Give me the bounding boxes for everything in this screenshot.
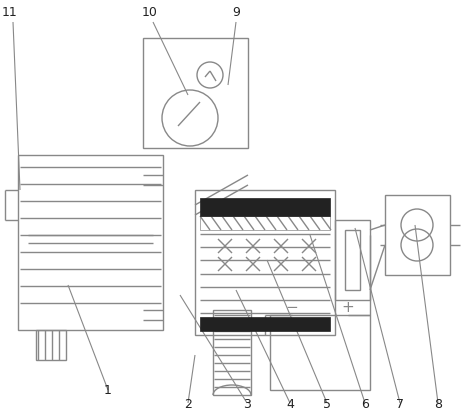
- Bar: [200, 198, 330, 216]
- Bar: [195, 190, 335, 335]
- Bar: [385, 195, 450, 275]
- Text: 1: 1: [104, 384, 112, 397]
- Bar: [143, 38, 248, 148]
- Text: 10: 10: [142, 5, 158, 18]
- Bar: [36, 330, 66, 360]
- Text: 2: 2: [184, 399, 192, 412]
- Text: −: −: [285, 299, 298, 314]
- Text: 9: 9: [232, 5, 240, 18]
- Text: 3: 3: [243, 399, 251, 412]
- Text: +: +: [341, 299, 354, 314]
- Text: 4: 4: [286, 399, 294, 412]
- Bar: [335, 220, 370, 300]
- Bar: [213, 310, 251, 395]
- Text: 7: 7: [396, 399, 404, 412]
- Bar: [18, 155, 163, 330]
- Bar: [270, 315, 370, 390]
- Bar: [345, 230, 360, 290]
- Text: 11: 11: [2, 5, 18, 18]
- Text: 6: 6: [361, 399, 369, 412]
- Bar: [200, 216, 330, 230]
- Text: 5: 5: [323, 399, 331, 412]
- Text: 8: 8: [434, 399, 442, 412]
- Bar: [200, 317, 330, 331]
